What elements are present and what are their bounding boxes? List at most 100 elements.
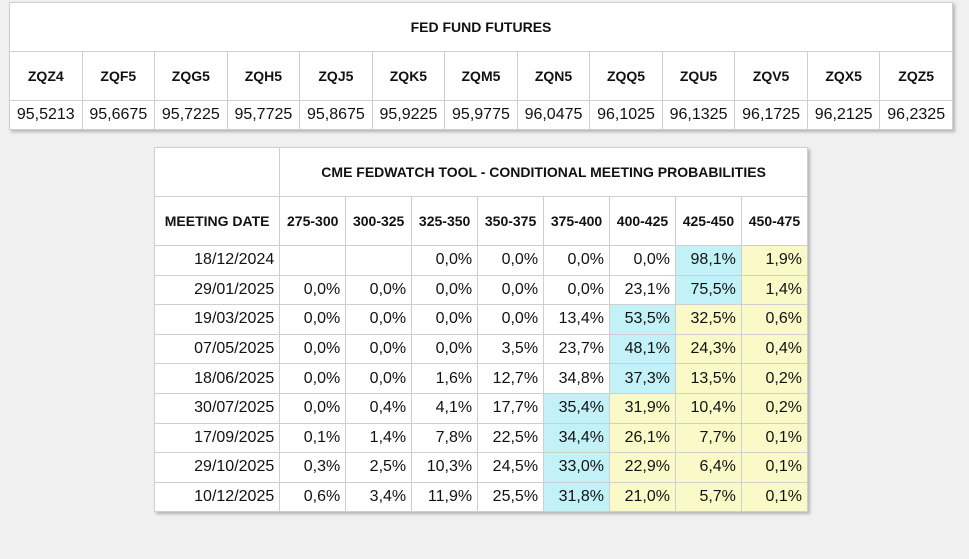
probability-cell: 0,1% bbox=[740, 452, 809, 483]
contract-price: 95,7225 bbox=[154, 100, 228, 130]
probability-cell: 1,6% bbox=[411, 363, 479, 394]
contract-price: 95,9775 bbox=[444, 100, 518, 130]
probability-cell: 6,4% bbox=[674, 452, 742, 483]
meeting-date: 19/03/2025 bbox=[153, 304, 281, 335]
probability-cell: 22,9% bbox=[609, 452, 676, 483]
probability-cell: 0,6% bbox=[279, 481, 347, 513]
contract-code: ZQQ5 bbox=[589, 51, 663, 101]
probability-cell: 21,0% bbox=[609, 481, 676, 513]
probability-cell: 23,1% bbox=[609, 274, 676, 306]
probability-cell: 7,7% bbox=[674, 422, 742, 454]
probability-cell: 10,4% bbox=[674, 392, 742, 424]
probability-cell: 0,0% bbox=[609, 245, 676, 276]
probability-cell: 0,0% bbox=[345, 333, 413, 365]
fedwatch-probabilities-table: CME FEDWATCH TOOL - CONDITIONAL MEETING … bbox=[153, 147, 809, 513]
probability-cell: 0,1% bbox=[740, 481, 809, 513]
probability-cell: 0,0% bbox=[411, 274, 479, 306]
contract-price: 96,1025 bbox=[589, 100, 663, 130]
contract-price: 96,2125 bbox=[806, 100, 881, 130]
probability-cell: 5,7% bbox=[674, 481, 742, 513]
meeting-date: 17/09/2025 bbox=[153, 422, 281, 454]
fedwatch-header-row: MEETING DATE 275-300 300-325 325-350 350-37… bbox=[153, 196, 809, 246]
probability-cell: 31,8% bbox=[543, 481, 610, 513]
contract-code: ZQG5 bbox=[154, 51, 228, 101]
rate-range-header: 275-300 bbox=[279, 196, 347, 246]
probability-cell: 34,4% bbox=[543, 422, 610, 454]
contract-price: 96,0475 bbox=[516, 100, 591, 130]
probability-cell: 10,3% bbox=[411, 452, 479, 483]
meeting-date: 30/07/2025 bbox=[153, 392, 281, 424]
probability-cell: 24,3% bbox=[674, 333, 742, 365]
probability-cell: 4,1% bbox=[411, 392, 479, 424]
rate-range-header: 375-400 bbox=[543, 196, 610, 246]
rate-range-header: 450-475 bbox=[740, 196, 809, 246]
futures-price-row: 95,5213 95,6675 95,7225 95,7725 95,8675 95,92… bbox=[9, 100, 953, 130]
meeting-row: 18/12/2024 0,0% 0,0% 0,0% 0,0% 98,1% 1,9% bbox=[153, 245, 809, 276]
probability-cell: 0,0% bbox=[477, 274, 545, 306]
probability-cell: 53,5% bbox=[609, 304, 676, 335]
probability-cell: 0,0% bbox=[543, 245, 610, 276]
meeting-row: 18/06/2025 0,0% 0,0% 1,6% 12,7% 34,8% 37,3% 13,… bbox=[153, 363, 809, 394]
probability-cell: 13,4% bbox=[543, 304, 610, 335]
probability-cell: 31,9% bbox=[609, 392, 676, 424]
contract-code: ZQJ5 bbox=[299, 51, 373, 101]
probability-cell: 0,0% bbox=[345, 274, 413, 306]
probability-cell: 75,5% bbox=[674, 274, 742, 306]
probability-cell: 0,0% bbox=[543, 274, 610, 306]
fedwatch-title: CME FEDWATCH TOOL - CONDITIONAL MEETING … bbox=[279, 147, 808, 197]
rate-range-header: 425-450 bbox=[674, 196, 742, 246]
meeting-date: 18/12/2024 bbox=[153, 245, 281, 276]
contract-code: ZQF5 bbox=[81, 51, 156, 101]
contract-code: ZQU5 bbox=[661, 51, 736, 101]
probability-cell: 7,8% bbox=[411, 422, 479, 454]
probability-cell: 0,0% bbox=[279, 333, 347, 365]
corner-cell bbox=[153, 147, 281, 197]
probability-cell: 0,1% bbox=[740, 422, 809, 454]
meeting-row: 19/03/2025 0,0% 0,0% 0,0% 0,0% 13,4% 53,5% 32,5… bbox=[153, 304, 809, 335]
contract-price: 95,9225 bbox=[371, 100, 446, 130]
probability-cell: 34,8% bbox=[543, 363, 610, 394]
contract-code: ZQX5 bbox=[806, 51, 881, 101]
meeting-date: 10/12/2025 bbox=[153, 481, 281, 513]
futures-title: FED FUND FUTURES bbox=[9, 2, 953, 52]
contract-code: ZQH5 bbox=[226, 51, 301, 101]
rate-range-header: 325-350 bbox=[411, 196, 479, 246]
contract-price: 95,6675 bbox=[81, 100, 156, 130]
probability-cell: 0,0% bbox=[411, 333, 479, 365]
contract-price: 95,5213 bbox=[9, 100, 83, 130]
meeting-row: 29/01/2025 0,0% 0,0% 0,0% 0,0% 0,0% 23,1% 75,5%… bbox=[153, 274, 809, 306]
probability-cell: 13,5% bbox=[674, 363, 742, 394]
meeting-date: 29/01/2025 bbox=[153, 274, 281, 306]
meeting-row: 07/05/2025 0,0% 0,0% 0,0% 3,5% 23,7% 48,1% 24,3… bbox=[153, 333, 809, 365]
probability-cell: 0,2% bbox=[740, 363, 809, 394]
probability-cell: 48,1% bbox=[609, 333, 676, 365]
rate-range-header: 400-425 bbox=[609, 196, 676, 246]
probability-cell: 98,1% bbox=[674, 245, 742, 276]
probability-cell: 3,4% bbox=[345, 481, 413, 513]
meeting-row: 17/09/2025 0,1% 1,4% 7,8% 22,5% 34,4% 26,1% 7,7… bbox=[153, 422, 809, 454]
contract-price: 96,1725 bbox=[734, 100, 808, 130]
contract-code: ZQN5 bbox=[516, 51, 591, 101]
probability-cell: 32,5% bbox=[674, 304, 742, 335]
probability-cell: 1,4% bbox=[345, 422, 413, 454]
fedwatch-body: 18/12/2024 0,0% 0,0% 0,0% 0,0% 98,1% 1,9% 29/01… bbox=[153, 245, 809, 513]
meeting-date: 18/06/2025 bbox=[153, 363, 281, 394]
probability-cell: 35,4% bbox=[543, 392, 610, 424]
probability-cell: 0,6% bbox=[740, 304, 809, 335]
probability-cell: 11,9% bbox=[411, 481, 479, 513]
meeting-date-header: MEETING DATE bbox=[153, 196, 281, 246]
probability-cell: 0,0% bbox=[345, 363, 413, 394]
probability-cell: 26,1% bbox=[609, 422, 676, 454]
probability-cell: 0,4% bbox=[345, 392, 413, 424]
probability-cell: 1,9% bbox=[740, 245, 809, 276]
probability-cell: 37,3% bbox=[609, 363, 676, 394]
probability-cell bbox=[279, 245, 347, 276]
probability-cell: 23,7% bbox=[543, 333, 610, 365]
contract-code: ZQZ5 bbox=[879, 51, 953, 101]
contract-price: 96,2325 bbox=[879, 100, 953, 130]
probability-cell: 22,5% bbox=[477, 422, 545, 454]
probability-cell: 33,0% bbox=[543, 452, 610, 483]
probability-cell: 0,0% bbox=[279, 304, 347, 335]
probability-cell: 12,7% bbox=[477, 363, 545, 394]
probability-cell: 2,5% bbox=[345, 452, 413, 483]
